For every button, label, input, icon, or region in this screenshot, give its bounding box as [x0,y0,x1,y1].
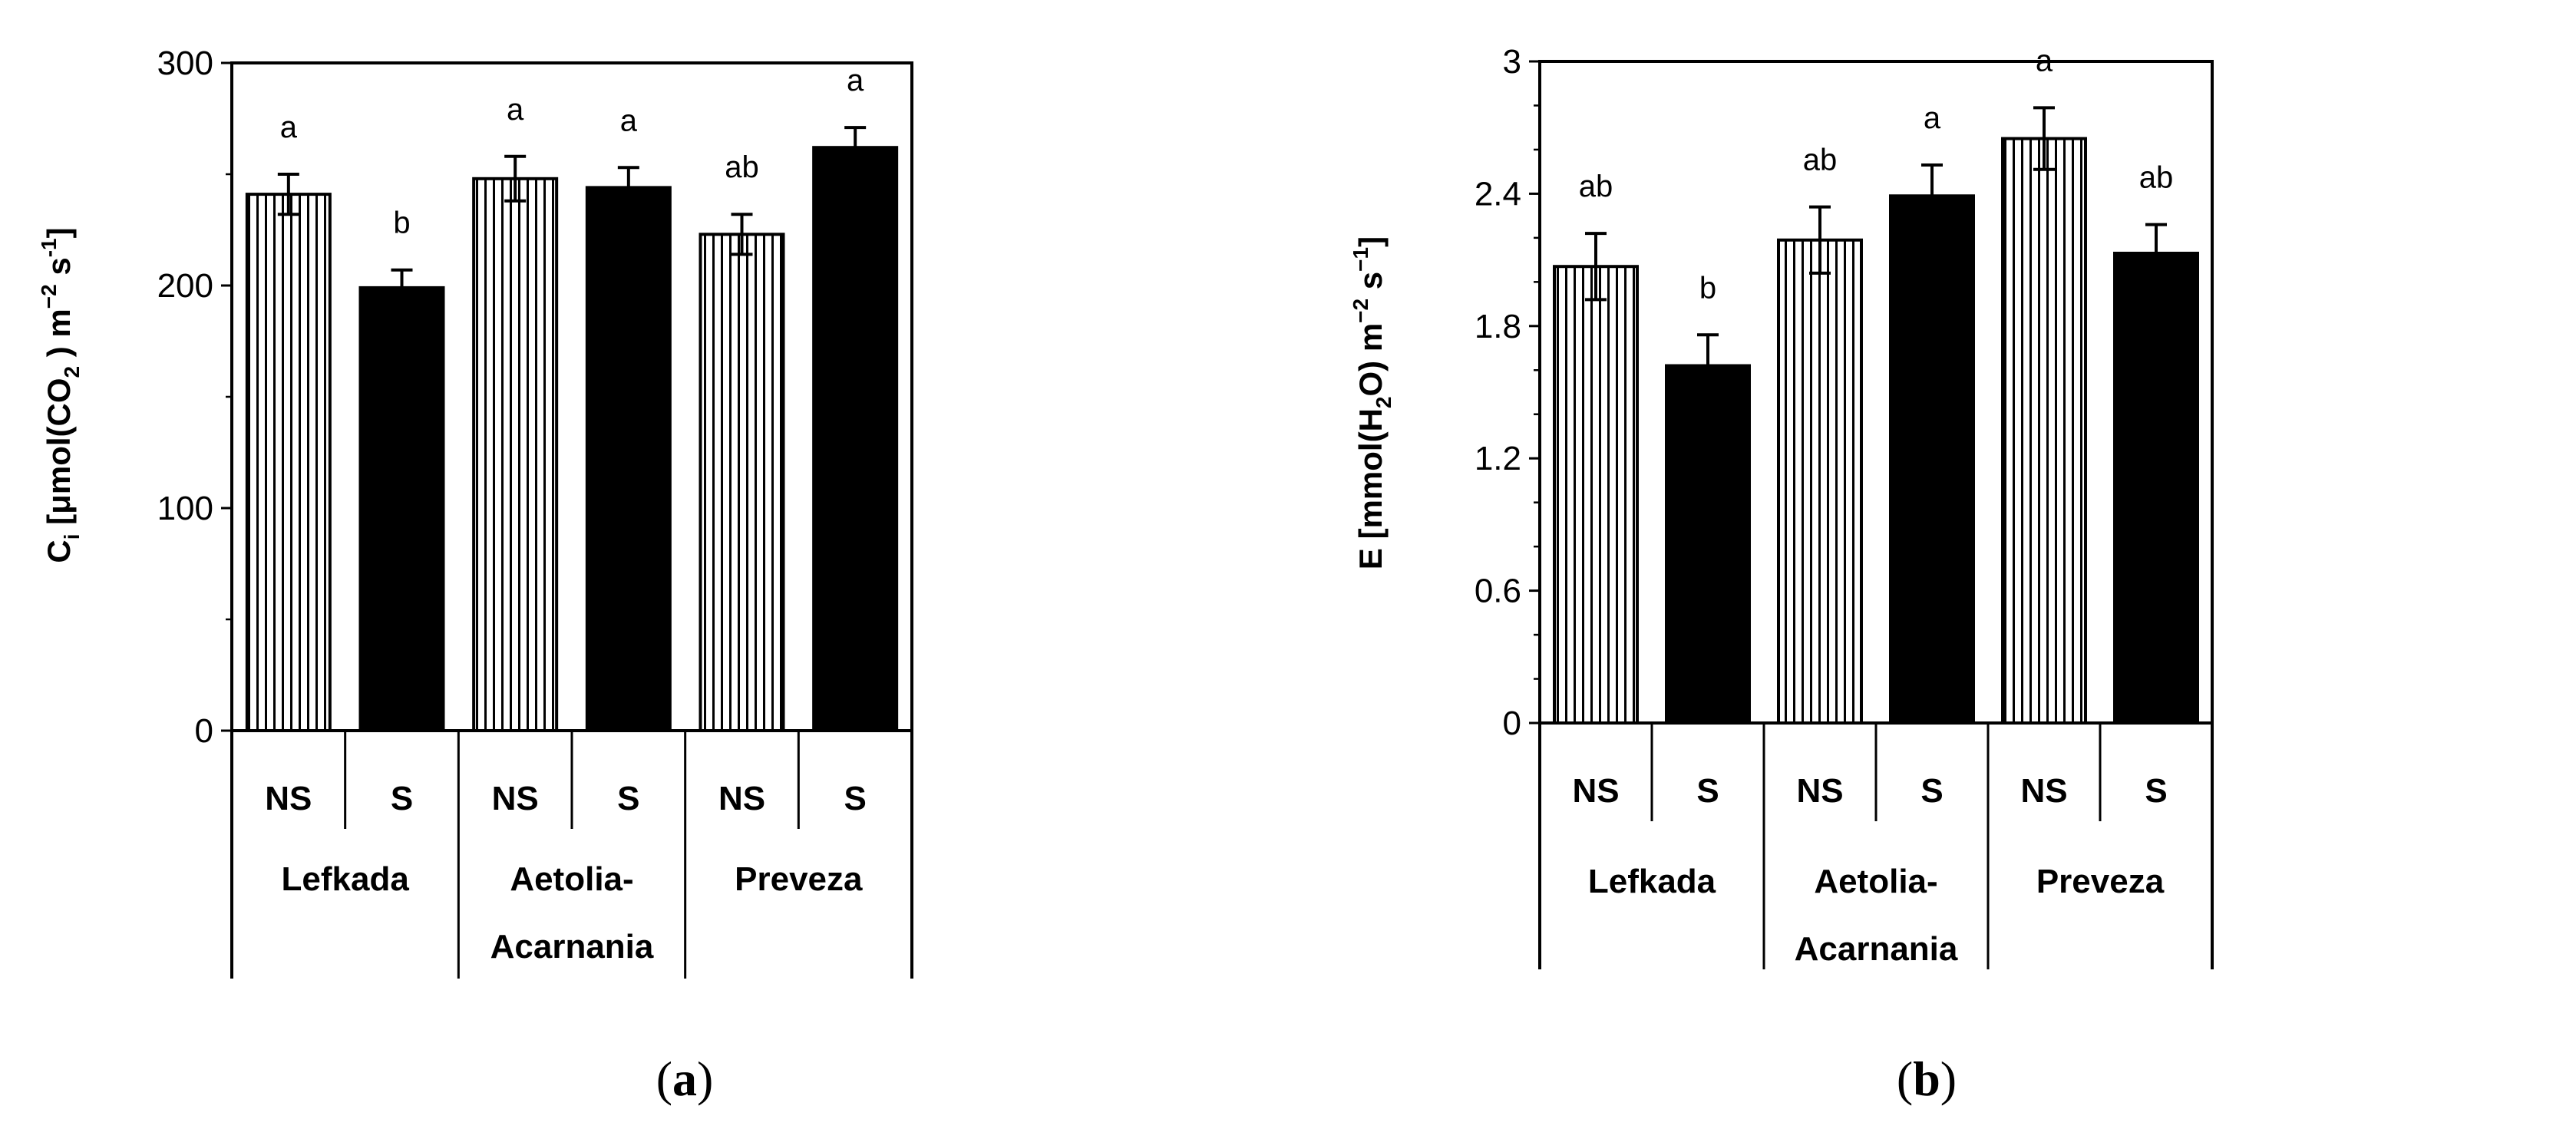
y-tick-label: 100 [157,490,213,527]
significance-letter: ab [1803,144,1838,177]
group-label: Lefkada [1588,863,1716,900]
group-label: Aetolia- [510,860,633,898]
significance-letter: a [620,104,638,137]
significance-letter: a [507,93,524,127]
group-label: Preveza [735,860,863,898]
label-sup: −1 [1349,247,1372,272]
label-part: C [41,540,77,563]
label-sub: i [60,534,84,540]
treatment-label: S [844,780,866,817]
significance-letter: ab [725,150,759,184]
y-tick-label: 0 [1503,705,1521,742]
treatment-label: S [1696,772,1719,810]
significance-letter: a [847,64,864,97]
treatment-label: S [2145,772,2167,810]
y-tick-label: 1.8 [1475,308,1521,345]
panel-label: (b) [1897,1051,1957,1106]
y-tick-label: 300 [157,45,213,82]
significance-letter: ab [2139,161,2174,195]
bar-s [812,146,899,732]
label-sub: 2 [1372,397,1395,409]
bar-ns [472,177,559,733]
label-sup: −2 [1349,299,1372,323]
bar-ns [1777,238,1863,725]
y-tick-label: 3 [1503,43,1521,81]
significance-letter: a [2036,44,2053,78]
plot-frame [1538,60,2214,725]
label-part: ] [1352,236,1389,247]
significance-letter: a [280,111,298,144]
label-part: O) m [1352,323,1389,397]
label-part: ) m [41,309,77,366]
label-part: s [1352,272,1389,299]
bar-s [1665,364,1751,725]
treatment-label: NS [1796,772,1843,810]
label-part: s [41,257,77,284]
group-label: Preveza [2036,863,2165,900]
group-label: Aetolia- [1814,863,1937,900]
panel-label: (a) [656,1051,714,1106]
y-tick-label: 2.4 [1475,175,1521,213]
bar-s [1889,194,1975,725]
bar-ns [698,233,785,732]
group-label: Acarnania [490,928,654,966]
y-tick-label: 200 [157,267,213,305]
label-sup: -1 [37,238,61,257]
label-part: ] [41,227,77,238]
group-label: Lefkada [282,860,410,898]
chart-panel-b: 0 0.6 1.2 1.8 2.4 3 ab b ab a a ab NS S NS S NS S Lefkada A… [1349,43,2214,1106]
label-sup: −2 [37,284,61,309]
y-tick-label: 0 [195,712,213,750]
panel-label-close: ) [697,1051,713,1106]
panel-label-letter: b [1913,1051,1940,1106]
label-part: E [mmol(H [1352,408,1389,569]
significance-letter: b [1699,271,1716,305]
bar-ns [2001,137,2087,725]
treatment-label: NS [492,780,539,817]
treatment-label: NS [1572,772,1619,810]
y-tick-label: 1.2 [1475,440,1521,477]
y-tick-label: 0.6 [1475,573,1521,610]
y-axis-label: Ci [μmol(CO2 ) m−2 s-1] [37,227,84,563]
significance-letter: b [393,206,410,240]
bar-s [2113,251,2199,725]
treatment-label: S [1920,772,1943,810]
treatment-label: NS [2020,772,2067,810]
significance-letter: a [1924,101,1941,135]
bar-ns [1553,265,1639,725]
bar-ns [245,193,332,733]
treatment-label: NS [718,780,765,817]
label-part: [μmol(CO [41,378,77,533]
significance-letter: ab [1579,170,1613,203]
bar-s [358,286,445,732]
label-sub: 2 [60,366,84,378]
panel-label-open: ( [656,1051,672,1106]
group-label: Acarnania [1795,930,1958,968]
y-axis-label: E [mmol(H2O) m−2 s−1] [1349,236,1395,569]
panel-label-open: ( [1897,1051,1913,1106]
panel-label-close: ) [1940,1051,1957,1106]
treatment-label: NS [265,780,312,817]
treatment-label: S [391,780,413,817]
panel-label-letter: a [672,1051,697,1106]
plot-frame [230,61,913,732]
bar-s [585,186,672,732]
treatment-label: S [617,780,639,817]
